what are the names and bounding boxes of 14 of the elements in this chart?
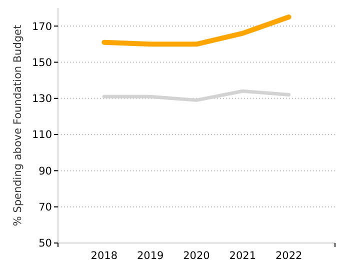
x-tick-label: 2021	[229, 250, 256, 262]
y-tick-label: 110	[32, 129, 52, 142]
x-tick-label: 2022	[275, 250, 302, 262]
y-tick-label: 90	[38, 165, 52, 178]
x-tick-label: 2018	[90, 250, 118, 262]
x-tick-label: 2019	[136, 250, 164, 262]
y-tick-label: 70	[38, 202, 52, 214]
y-tick-label: 50	[38, 238, 52, 250]
y-tick-label: 150	[32, 56, 52, 69]
x-tick-label: 2020	[183, 250, 210, 262]
y-axis-title: % Spending above Foundation Budget	[12, 24, 24, 226]
line-series	[102, 89, 291, 102]
y-tick-label: 170	[32, 20, 52, 33]
y-tick-label: 130	[32, 93, 52, 106]
